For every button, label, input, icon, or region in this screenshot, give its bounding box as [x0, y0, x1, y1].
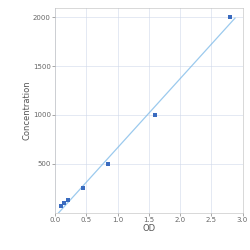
Point: [62, 201, 66, 205]
Point: [153, 113, 157, 117]
Y-axis label: Concentration: Concentration: [22, 80, 32, 140]
Point: [106, 162, 110, 166]
Point: [81, 186, 85, 190]
X-axis label: OD: OD: [142, 224, 155, 233]
Point: [228, 15, 232, 19]
Point: [59, 204, 63, 208]
Point: [66, 198, 70, 202]
